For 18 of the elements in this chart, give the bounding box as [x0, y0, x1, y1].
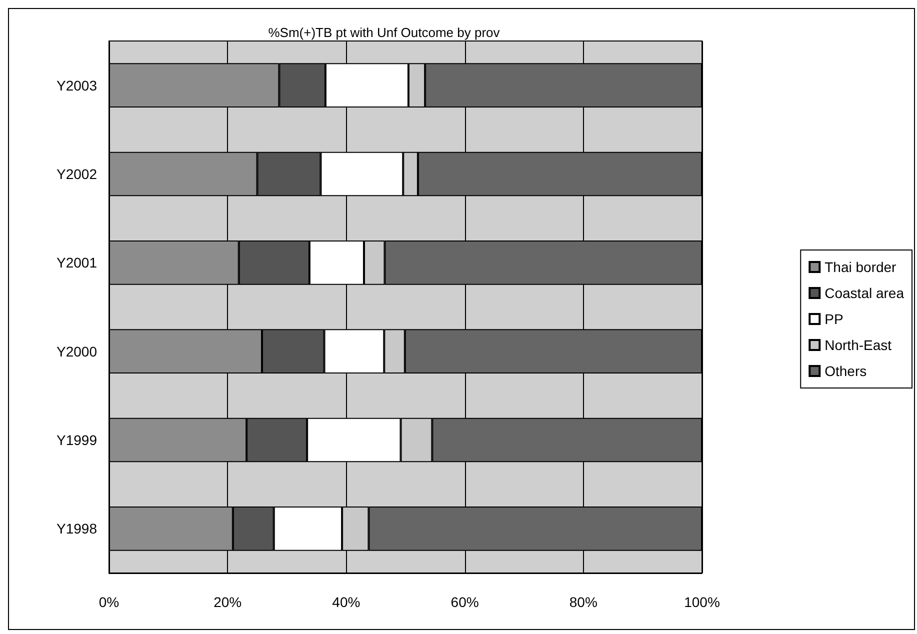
x-tick-label: 0%: [98, 594, 120, 610]
y-tick-label: Y2001: [56, 254, 98, 271]
legend-label: PP: [824, 311, 844, 327]
y-tick-label: Y1999: [56, 432, 98, 448]
x-tick-label: 60%: [450, 594, 479, 610]
y-tick-label: Y2003: [56, 77, 98, 94]
legend-label: Coastal area: [824, 285, 904, 301]
x-tick-label: 20%: [214, 594, 242, 610]
legend-label: Others: [824, 363, 867, 379]
y-tick-label: Y1998: [56, 520, 98, 537]
legend-label: North-East: [824, 337, 892, 353]
y-tick-label: Y2000: [56, 343, 98, 360]
y-tick-label: Y2002: [56, 166, 98, 182]
x-tick-label: 40%: [332, 594, 360, 610]
legend-label: Thai border: [824, 259, 897, 275]
x-tick-label: 100%: [684, 594, 720, 610]
x-tick-label: 80%: [569, 594, 598, 610]
chart-title: %Sm(+)TB pt with Unf Outcome by prov: [268, 25, 500, 40]
